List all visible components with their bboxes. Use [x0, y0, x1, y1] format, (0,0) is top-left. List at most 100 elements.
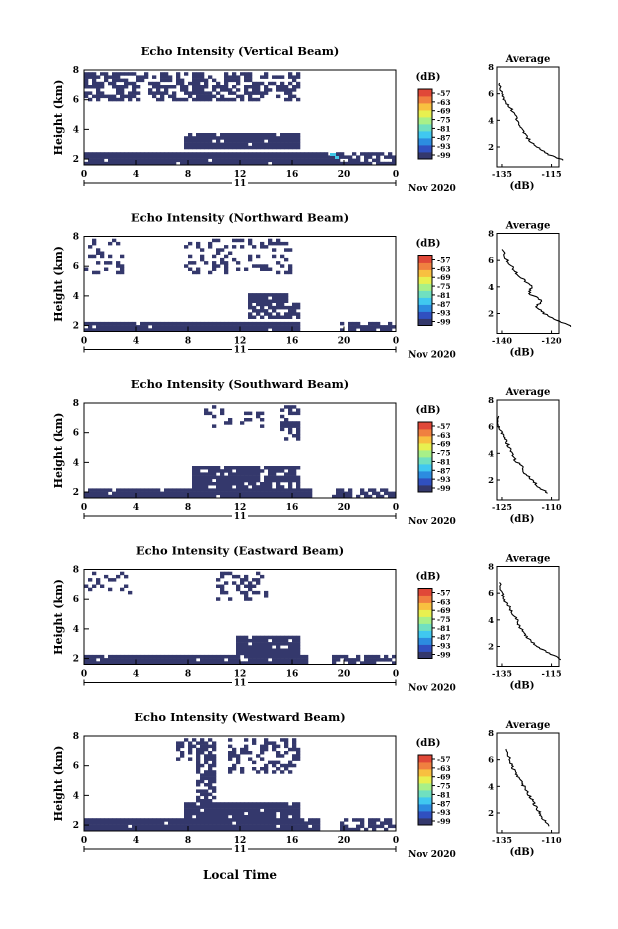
echo-cell [140, 491, 145, 496]
echo-cell [124, 328, 129, 332]
echo-cell [188, 254, 193, 259]
echo-cell [196, 158, 201, 163]
echo-cell [240, 770, 245, 774]
echo-cell [240, 469, 245, 473]
echo-cell [88, 658, 93, 662]
echo-cell [244, 648, 249, 652]
echo-cell [312, 824, 317, 829]
echo-cell [352, 328, 357, 332]
echo-cell [244, 827, 249, 832]
echo-cell [284, 257, 289, 262]
echo-cell [288, 805, 293, 809]
echo-cell [240, 321, 245, 326]
echo-cell [104, 78, 109, 83]
echo-cell [196, 78, 201, 83]
echo-cell [136, 494, 141, 499]
colorbar-frame [417, 588, 433, 659]
echo-cell [236, 805, 241, 809]
echo-cell [240, 72, 245, 76]
echo-cell [192, 738, 197, 742]
echo-cell [216, 139, 221, 143]
echo-cell [264, 466, 269, 470]
echo-cell [276, 152, 281, 156]
echo-cell [224, 97, 229, 102]
echo-cell [220, 815, 225, 819]
echo-cell [284, 312, 289, 316]
echo-cell [188, 152, 193, 156]
echo-cell [168, 158, 173, 163]
echo-cell [156, 661, 161, 665]
echo-cell [280, 469, 285, 473]
echo-cell [332, 494, 337, 499]
echo-cell [288, 651, 293, 656]
echo-cell [116, 78, 121, 83]
echo-cell [108, 94, 113, 99]
echo-cell [296, 312, 301, 316]
echo-cell [260, 293, 265, 297]
echo-cell [212, 238, 217, 243]
echo-cell [260, 635, 265, 640]
echo-cell [92, 827, 97, 832]
echo-cell [292, 757, 297, 761]
echo-cell [124, 81, 129, 86]
echo-cell [260, 488, 265, 492]
echo-cell [344, 155, 349, 159]
echo-cell [124, 821, 129, 825]
echo-cell [164, 158, 169, 163]
echo-cell [252, 802, 257, 806]
echo-cell [256, 469, 261, 473]
echo-cell [208, 827, 213, 832]
echo-cell [344, 824, 349, 829]
echo-cell [216, 248, 221, 252]
echo-cell [232, 466, 237, 470]
echo-cell [268, 651, 273, 656]
echo-cell [140, 494, 145, 499]
echo-cell [384, 325, 389, 329]
echo-cell [124, 155, 129, 159]
echo-cell [88, 494, 93, 499]
echo-cell [100, 251, 105, 255]
echo-cell [92, 654, 97, 659]
echo-cell [176, 75, 181, 79]
echo-cell [116, 155, 121, 159]
echo-cell [228, 78, 233, 83]
echo-cell [252, 325, 257, 329]
echo-cell [244, 818, 249, 822]
day-label-bg [232, 844, 248, 854]
echo-cell [172, 97, 177, 102]
echo-cell [204, 488, 209, 492]
echo-cell [268, 469, 273, 473]
x-tick-label: 8 [185, 836, 191, 846]
echo-cell [208, 245, 213, 249]
colorbar-tick-label: -75 [437, 116, 451, 125]
echo-cell [280, 139, 285, 143]
echo-cell [220, 158, 225, 163]
echo-cell [108, 325, 113, 329]
echo-cell [204, 792, 209, 797]
echo-cell [296, 133, 301, 137]
colorbar: -57-63-69-75-81-87-93-99 [417, 754, 451, 826]
echo-cell [192, 158, 197, 163]
echo-cell [236, 760, 241, 765]
echo-cell [248, 312, 253, 316]
echo-cell [276, 305, 281, 310]
echo-cell [184, 142, 189, 147]
echo-cell [292, 88, 297, 92]
echo-cell [172, 328, 177, 332]
echo-cell [228, 139, 233, 143]
echo-cell [96, 325, 101, 329]
echo-cell [108, 578, 113, 582]
echo-cell [84, 91, 89, 95]
colorbar-swatch [418, 103, 432, 111]
echo-cell [188, 494, 193, 499]
echo-cell [232, 161, 237, 166]
echo-cell [280, 827, 285, 832]
echo-cell [180, 754, 185, 758]
echo-cell [264, 299, 269, 303]
echo-cell [88, 155, 93, 159]
echo-cell [292, 152, 297, 156]
echo-cell [284, 296, 289, 300]
echo-cell [280, 815, 285, 819]
echo-cell [244, 145, 249, 150]
echo-cell [224, 811, 229, 816]
